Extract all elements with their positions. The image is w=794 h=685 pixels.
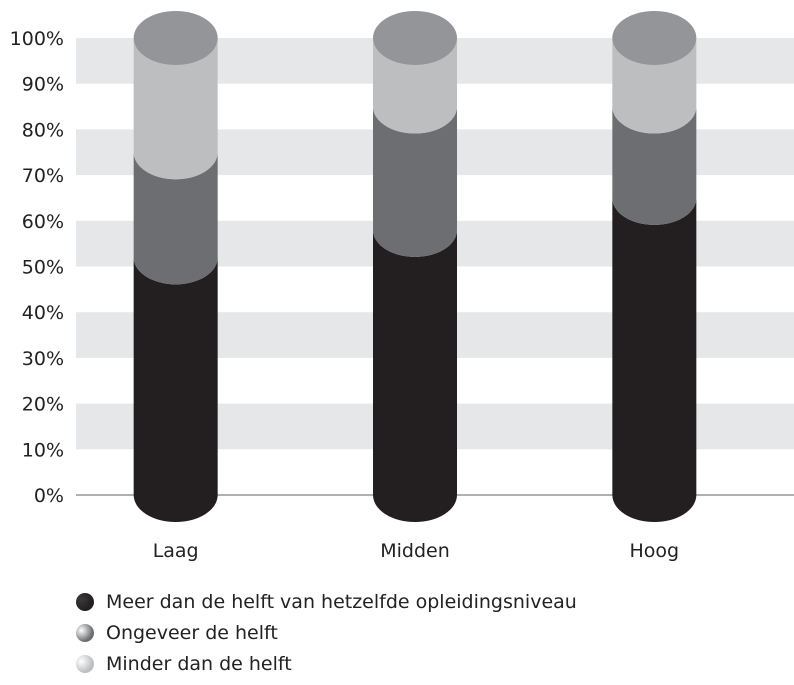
legend-label-minder: Minder dan de helft <box>106 652 292 675</box>
bar-segment <box>373 106 457 257</box>
x-axis-labels: Laag Midden Hoog <box>153 540 679 562</box>
legend-label-meer: Meer dan de helft van hetzelfde opleidin… <box>106 590 577 613</box>
y-tick-label: 90% <box>22 74 64 96</box>
bar-segment <box>612 38 697 134</box>
x-category-label: Midden <box>380 540 450 562</box>
y-tick-label: 40% <box>22 302 64 324</box>
bar-top-cap <box>133 11 218 65</box>
bar-top-cap <box>612 11 697 65</box>
bars <box>133 11 697 522</box>
bar-laag <box>133 11 218 522</box>
legend-swatch-ongeveer <box>76 623 94 642</box>
bar-segment <box>133 38 218 180</box>
legend: Meer dan de helft van hetzelfde opleidin… <box>76 586 577 679</box>
x-category-label: Hoog <box>630 540 680 562</box>
chart: 0% 10% 20% 30% 40% 50% 60% 70% 80% 90% 100% Laag Mi… <box>10 11 794 562</box>
y-tick-label: 10% <box>22 439 64 461</box>
bar-top-cap <box>373 11 457 65</box>
legend-item-minder: Minder dan de helft <box>76 648 577 679</box>
y-tick-label: 80% <box>22 119 64 141</box>
legend-item-meer: Meer dan de helft van hetzelfde opleidin… <box>76 586 577 617</box>
y-tick-label: 0% <box>34 485 64 507</box>
y-tick-label: 100% <box>10 28 64 50</box>
bar-hoog <box>612 11 697 522</box>
legend-swatch-meer <box>76 592 94 611</box>
bar-segment <box>373 229 457 522</box>
legend-item-ongeveer: Ongeveer de helft <box>76 617 577 648</box>
bar-segment <box>133 152 218 285</box>
y-tick-label: 20% <box>22 394 64 416</box>
legend-label-ongeveer: Ongeveer de helft <box>106 621 278 644</box>
bar-segment <box>612 197 697 522</box>
legend-swatch-minder <box>76 654 94 673</box>
bar-segment <box>373 38 457 134</box>
bar-segment <box>133 257 218 522</box>
y-tick-label: 50% <box>22 257 64 279</box>
y-axis-ticks: 0% 10% 20% 30% 40% 50% 60% 70% 80% 90% 100% <box>10 28 64 507</box>
bar-segment <box>612 106 697 225</box>
y-tick-label: 30% <box>22 348 64 370</box>
x-category-label: Laag <box>153 540 199 562</box>
y-tick-label: 70% <box>22 165 64 187</box>
bar-midden <box>373 11 457 522</box>
y-tick-label: 60% <box>22 211 64 233</box>
